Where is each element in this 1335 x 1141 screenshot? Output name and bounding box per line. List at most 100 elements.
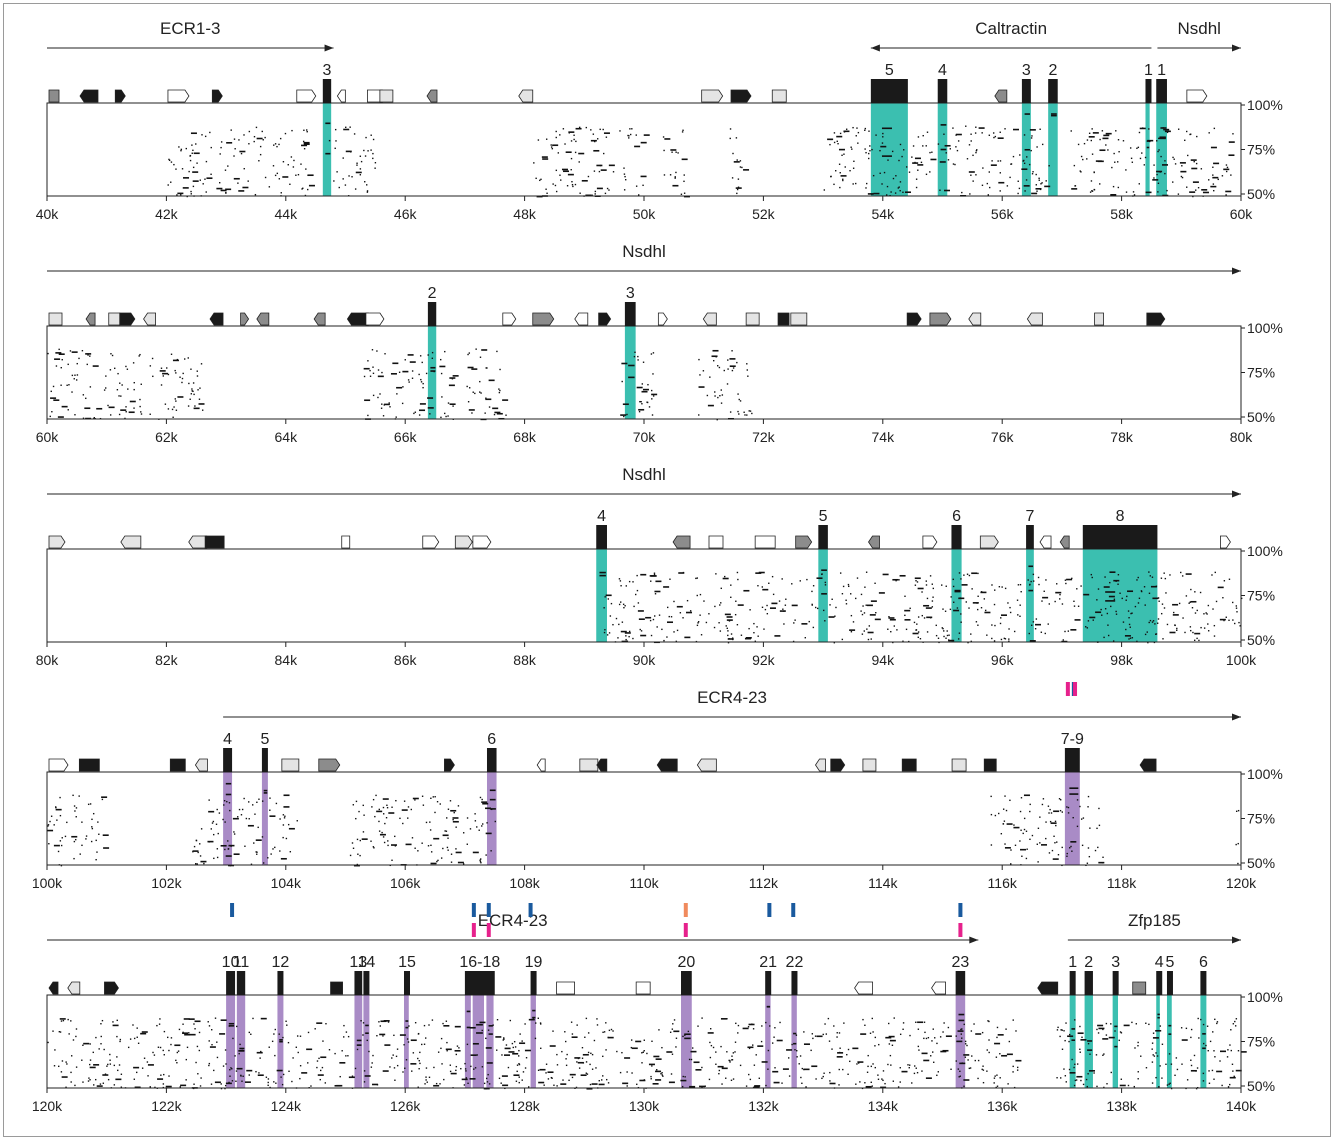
conservation-dot [1104,608,1107,610]
conservation-dot [648,406,651,408]
conservation-dot [430,851,433,853]
conservation-dot [282,836,284,839]
conservation-dot [1138,131,1141,134]
exon-block [818,525,828,549]
conservation-dot [899,1081,901,1083]
conservation-dot [417,1057,419,1060]
conservation-dot [771,602,778,605]
conservation-dot [731,350,733,352]
repeat-element [472,535,492,549]
conservation-dot [268,186,271,188]
conservation-dot [1026,848,1028,850]
conservation-dot [1185,573,1192,575]
conservation-dot [1179,162,1186,164]
ecr-dash [1069,793,1079,795]
conservation-dot [981,1031,984,1034]
conservation-dot [61,1060,64,1062]
conservation-dot [1080,155,1083,158]
conservation-dot [932,596,934,598]
conservation-dot [439,803,441,805]
conservation-dot [986,182,989,185]
x-tick-label: 98k [1110,652,1134,668]
conservation-dot [1169,574,1171,576]
conservation-dot [670,616,673,618]
conservation-dot [727,368,729,370]
conservation-dot [988,171,990,173]
conservation-dot [211,1029,213,1031]
noncoding-ecr-region [236,995,246,1088]
conservation-dot [1114,161,1116,163]
x-tick-label: 120k [32,1098,63,1114]
conservation-dot [307,174,309,177]
conservation-dot [864,586,866,588]
conservation-dot [283,806,290,808]
conservation-dot [1102,1054,1104,1057]
conservation-dot [1219,1060,1221,1062]
conservation-dot [496,1019,499,1021]
conservation-dot [1012,128,1019,131]
conservation-dot [970,1030,973,1032]
conservation-dot [978,127,985,129]
conservation-dot [180,1084,187,1087]
conservation-dot [62,1019,65,1022]
repeat-element [868,535,880,549]
conservation-dot [1235,810,1238,812]
conservation-dot [865,151,867,154]
conservation-dot [107,1063,109,1066]
conservation-dot [243,134,245,136]
conservation-dot [602,128,604,131]
conservation-dot [194,405,196,407]
conservation-dot [282,161,285,163]
conservation-dot [1008,638,1010,640]
conservation-dot [757,1045,764,1047]
conservation-dot [1103,134,1110,137]
ecr-dash [356,1044,362,1046]
conservation-dot [1002,823,1005,825]
conservation-dot [283,817,286,819]
conservation-dot [1229,1083,1231,1086]
conservation-dot [139,353,141,356]
conservation-dot [1189,191,1196,193]
conservation-dot [594,190,597,193]
conservation-dot [870,1081,872,1084]
conservation-dot [466,1043,469,1046]
conservation-dot [871,148,873,151]
conservation-dot [651,398,653,400]
conservation-dot [578,161,580,163]
conservation-dot [410,1039,417,1042]
repeat-element [745,312,760,326]
conservation-dot [706,394,709,397]
conservation-dot [1006,185,1009,187]
repeat-element [830,758,846,772]
coding-ecr-region [624,326,636,419]
conservation-dot [598,170,601,173]
conservation-dot [1144,633,1147,636]
conservation-dot [961,584,968,586]
conservation-dot [363,375,366,378]
conservation-dot [1161,603,1164,605]
conservation-dot [216,1041,218,1043]
conservation-dot [418,1060,420,1062]
conservation-dot [228,844,235,847]
conservation-dot [954,163,956,166]
conservation-dot [427,407,434,409]
conservation-dot [762,588,769,591]
conservation-dot [208,1064,210,1067]
conservation-dot [129,400,136,403]
repeat-element [108,312,121,326]
conservation-dot [296,820,298,822]
conservation-dot [675,640,678,643]
exon-label: 2 [1048,62,1057,79]
conservation-dot [382,806,385,809]
conservation-dot [1059,593,1061,596]
conservation-dot [360,1020,362,1022]
conservation-dot [545,1063,548,1065]
conservation-dot [204,178,206,180]
conservation-dot [406,1038,409,1040]
conservation-dot [1109,581,1111,584]
conservation-dot [1131,612,1133,614]
conservation-dot [179,376,181,378]
conservation-dot [1135,1023,1137,1025]
conservation-dot [1043,590,1045,592]
conservation-dot [540,178,542,181]
